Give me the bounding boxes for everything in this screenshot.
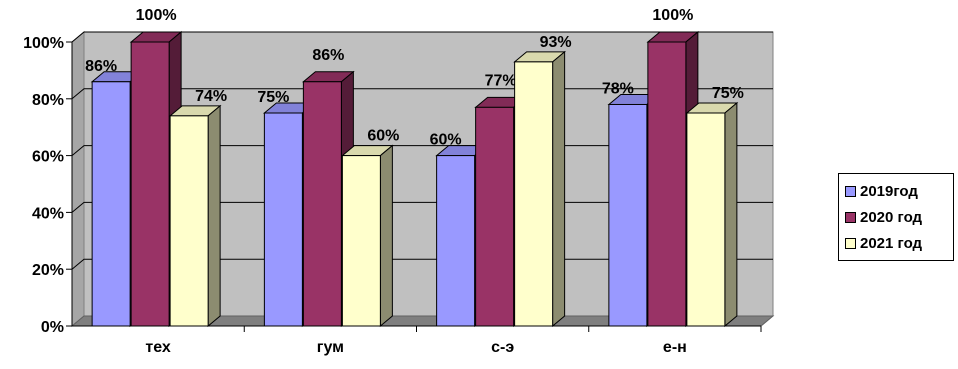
x-tick-label: е-н [663,339,687,356]
x-tick-label: тех [145,339,171,356]
gridline [71,31,773,43]
bar [302,81,342,327]
legend-label-2019: 2019год [860,182,918,200]
bar [436,155,476,327]
y-tick-label: 100% [23,35,64,52]
plot-side-wall [71,30,85,328]
legend-label-2021: 2021 год [860,234,923,252]
legend-item-2019: 2019год [845,181,918,201]
bar [686,112,726,327]
data-label: 60% [367,128,399,145]
bar [130,41,170,327]
bar [341,155,381,327]
bar [91,81,131,327]
data-label: 74% [195,88,227,105]
data-label: 100% [652,7,693,24]
bar-side [552,50,566,328]
y-tick-label: 20% [32,262,64,279]
y-tick-label: 80% [32,92,64,109]
bar [608,103,648,327]
legend-item-2020: 2020 год [845,207,922,227]
bar-side [207,104,221,328]
bar [647,41,687,327]
data-label: 78% [602,80,634,97]
data-label: 75% [712,85,744,102]
bar [263,112,303,327]
bar-side [724,101,738,328]
bar [514,61,554,327]
bar [475,106,515,327]
legend: 2019год 2020 год 2021 год [838,173,954,261]
y-tick-label: 60% [32,149,64,166]
data-label: 100% [136,7,177,24]
data-label: 60% [430,132,462,149]
legend-swatch-2019 [845,185,856,197]
data-label: 77% [485,72,517,89]
data-label: 86% [312,47,344,64]
bar-side [379,144,393,328]
data-label: 93% [540,34,572,51]
legend-swatch-2021 [845,237,856,249]
legend-swatch-2020 [845,211,856,223]
y-tick-label: 40% [32,205,64,222]
y-tick-label: 0% [41,319,64,336]
data-label: 86% [85,58,117,75]
legend-label-2020: 2020 год [860,208,923,226]
x-tick-label: гум [317,339,344,356]
x-tick-label: с-э [491,339,514,356]
legend-item-2021: 2021 год [845,233,922,253]
bar [169,115,209,327]
data-label: 75% [257,89,289,106]
